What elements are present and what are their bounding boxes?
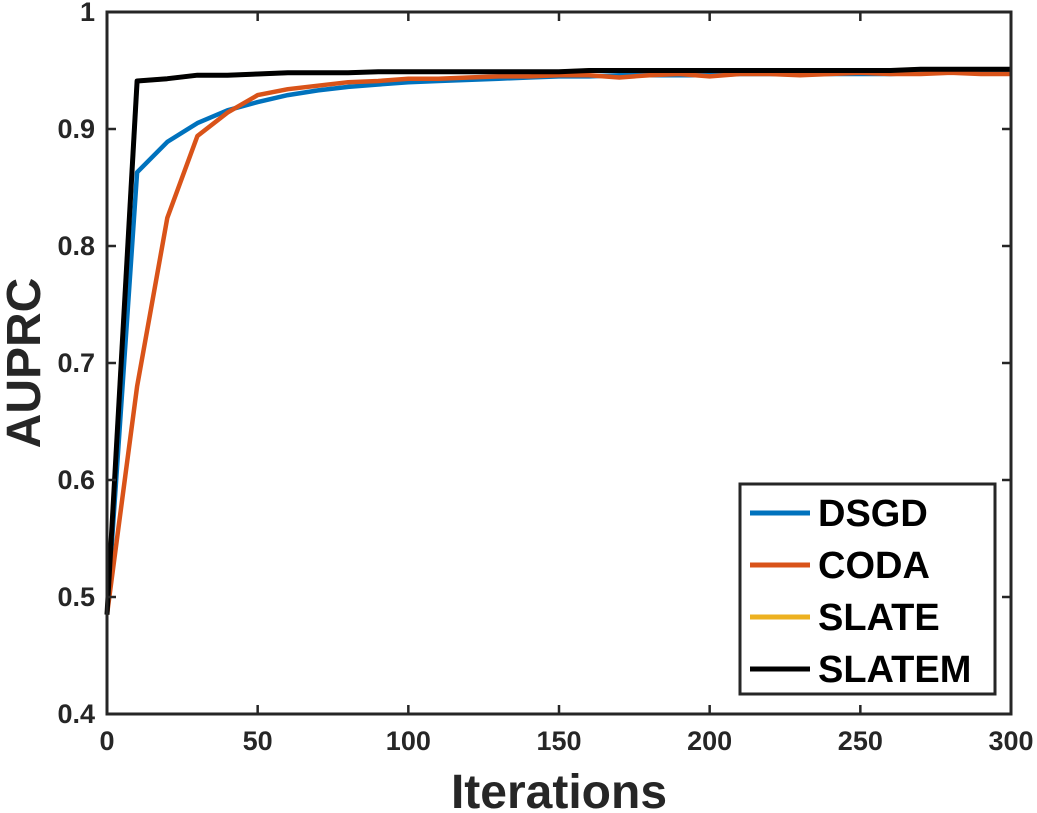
legend: DSGD CODA SLATE SLATEM	[738, 482, 997, 696]
x-tick-label: 100	[386, 726, 431, 756]
y-tick-label: 0.6	[57, 465, 95, 495]
series-line-slatem	[104, 66, 1011, 615]
x-tick-label: 50	[243, 726, 273, 756]
ticks-layer: 0 50 100 150 200 250 300 0.4 0.5 0.6 0.7 0.8 0.9 1	[57, 0, 1033, 756]
legend-label-slatem: SLATEM	[818, 649, 971, 691]
y-tick-label: 0.8	[57, 231, 95, 261]
legend-label-dsgd: DSGD	[818, 493, 928, 535]
series-layer	[104, 66, 1011, 615]
legend-box	[738, 482, 997, 696]
legend-label-slate: SLATE	[818, 597, 940, 639]
x-axis-label: Iterations	[451, 766, 667, 813]
legend-label-coda: CODA	[818, 545, 930, 587]
x-tick-label: 150	[536, 726, 581, 756]
x-tick-label: 300	[988, 726, 1033, 756]
y-axis-label: AUPRC	[0, 278, 51, 449]
x-tick-label: 0	[99, 726, 114, 756]
y-tick-label: 0.5	[57, 582, 95, 612]
y-tick-label: 0.4	[57, 699, 95, 729]
y-tick-label: 0.7	[57, 348, 95, 378]
x-tick-label: 250	[838, 726, 883, 756]
y-tick-label: 0.9	[57, 114, 95, 144]
y-tick-label: 1	[80, 0, 95, 27]
x-tick-label: 200	[687, 726, 732, 756]
